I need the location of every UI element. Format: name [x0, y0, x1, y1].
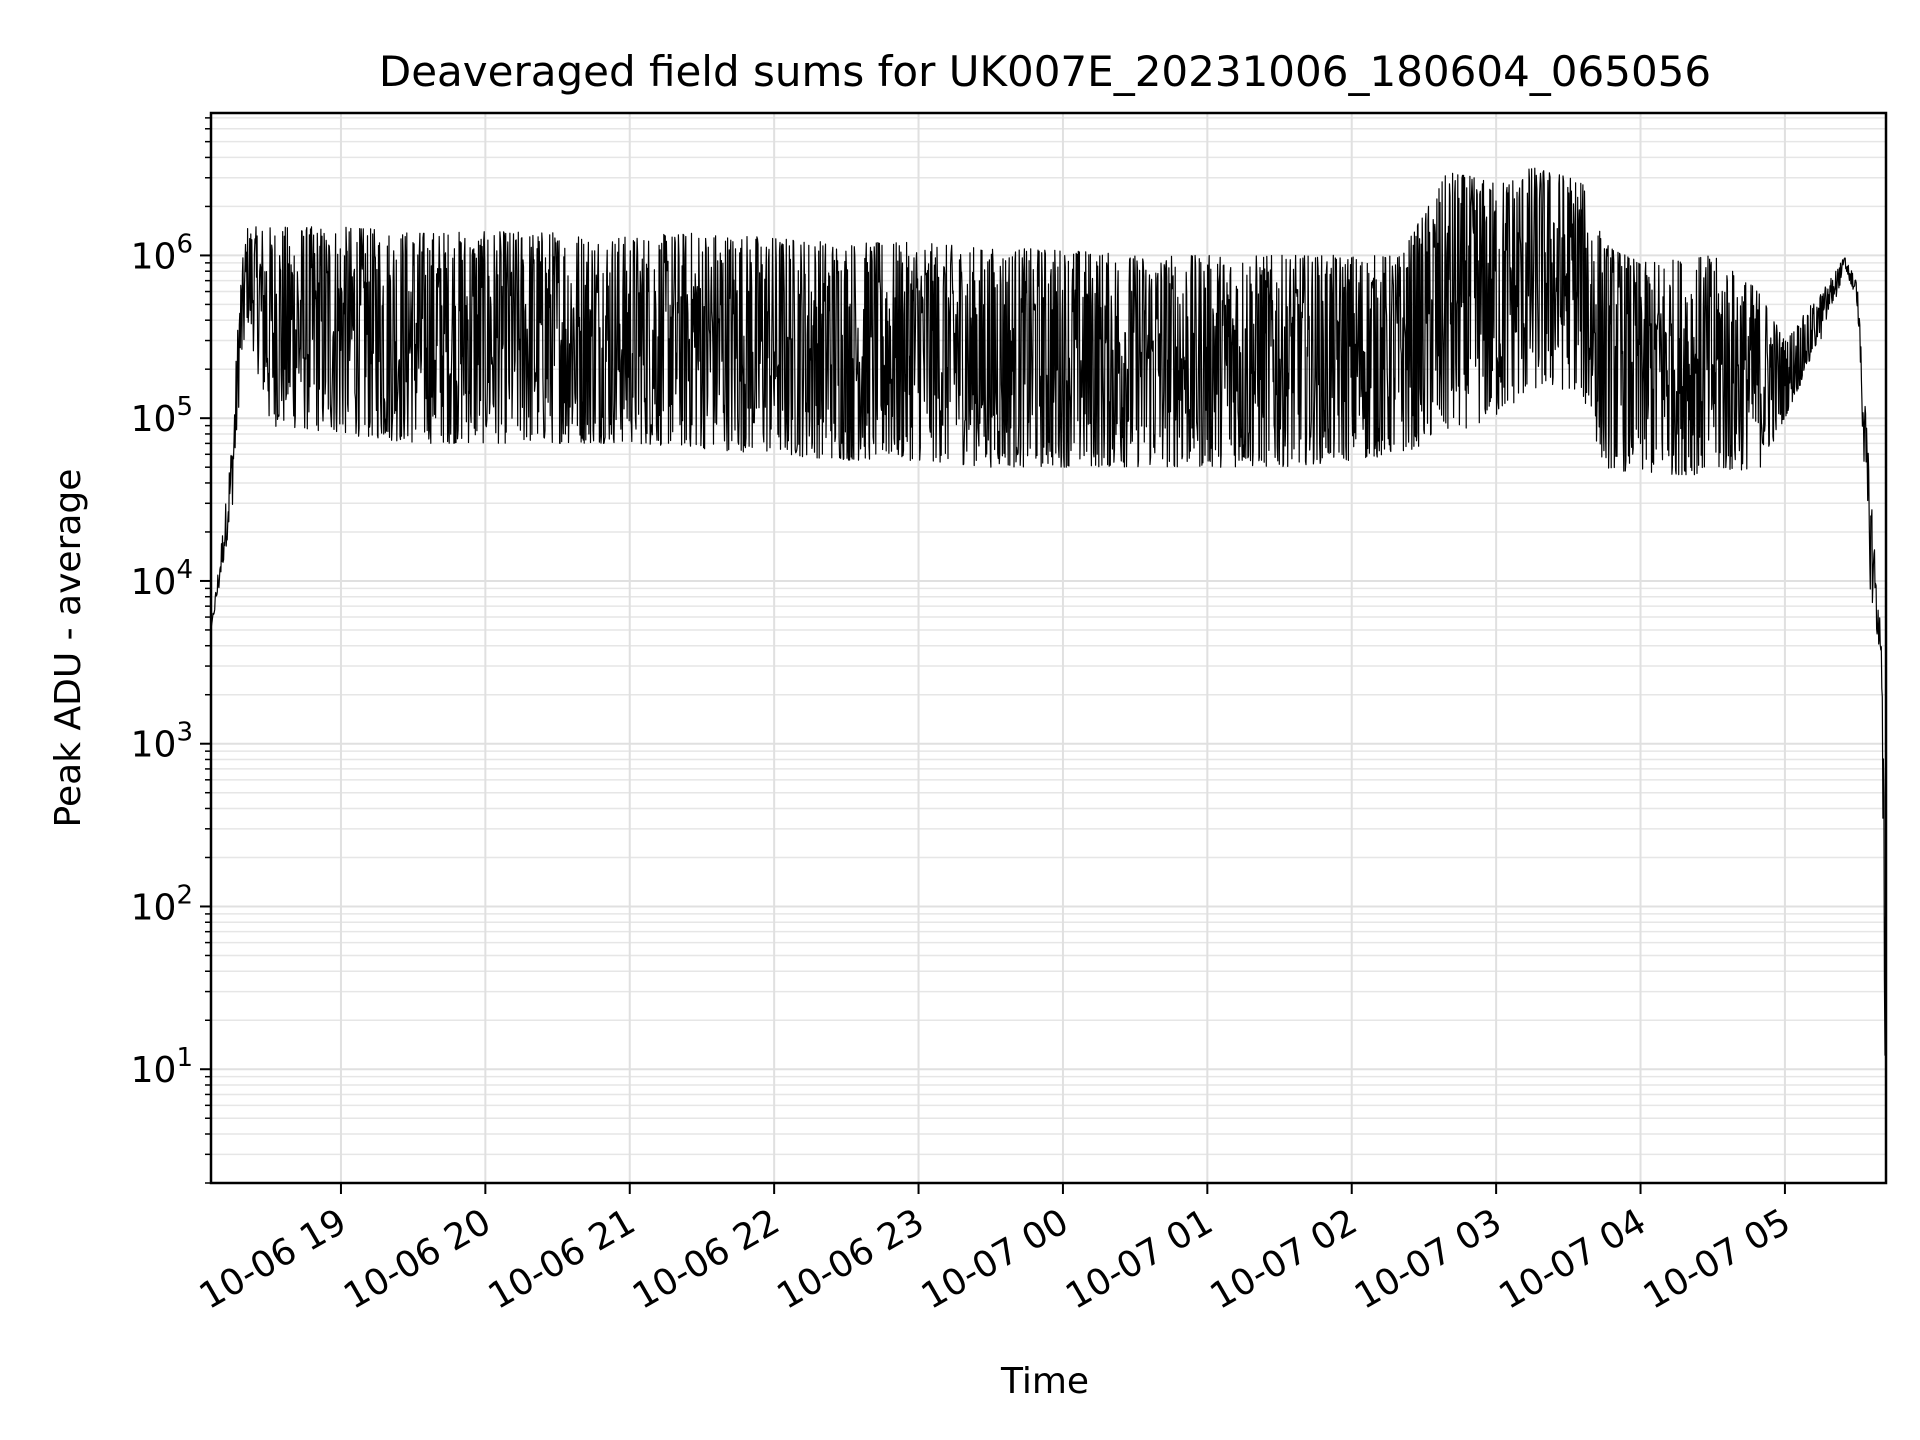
x-tick-label: 10-07 05	[1637, 1201, 1798, 1317]
y-tick-label: 105	[131, 392, 193, 440]
x-tick-label: 10-06 19	[193, 1201, 354, 1317]
x-tick-label: 10-06 21	[482, 1201, 643, 1317]
y-tick-label: 101	[131, 1043, 193, 1091]
x-tick-label: 10-06 22	[626, 1201, 787, 1317]
chart-title: Deaveraged field sums for UK007E_2023100…	[379, 47, 1711, 96]
y-tick-label: 106	[131, 229, 193, 277]
series-line	[210, 167, 1887, 1142]
x-tick-label: 10-07 01	[1059, 1201, 1220, 1317]
x-tick-label: 10-06 20	[337, 1201, 498, 1317]
y-axis: 101 102 103 104 105 106	[131, 117, 211, 1184]
x-tick-label: 10-07 04	[1492, 1201, 1653, 1317]
x-tick-label: 10-07 03	[1348, 1201, 1509, 1317]
x-tick-label: 10-06 23	[770, 1201, 931, 1317]
x-tick-label: 10-07 02	[1204, 1201, 1365, 1317]
plot-area	[210, 167, 1887, 1142]
y-tick-label: 102	[131, 880, 193, 928]
y-axis-label: Peak ADU - average	[48, 469, 89, 828]
plot-frame	[209, 111, 1888, 1185]
y-tick-label: 103	[131, 718, 193, 766]
x-axis-label: Time	[1000, 1361, 1089, 1402]
x-tick-label: 10-07 00	[915, 1201, 1076, 1317]
y-tick-label: 104	[131, 555, 193, 603]
